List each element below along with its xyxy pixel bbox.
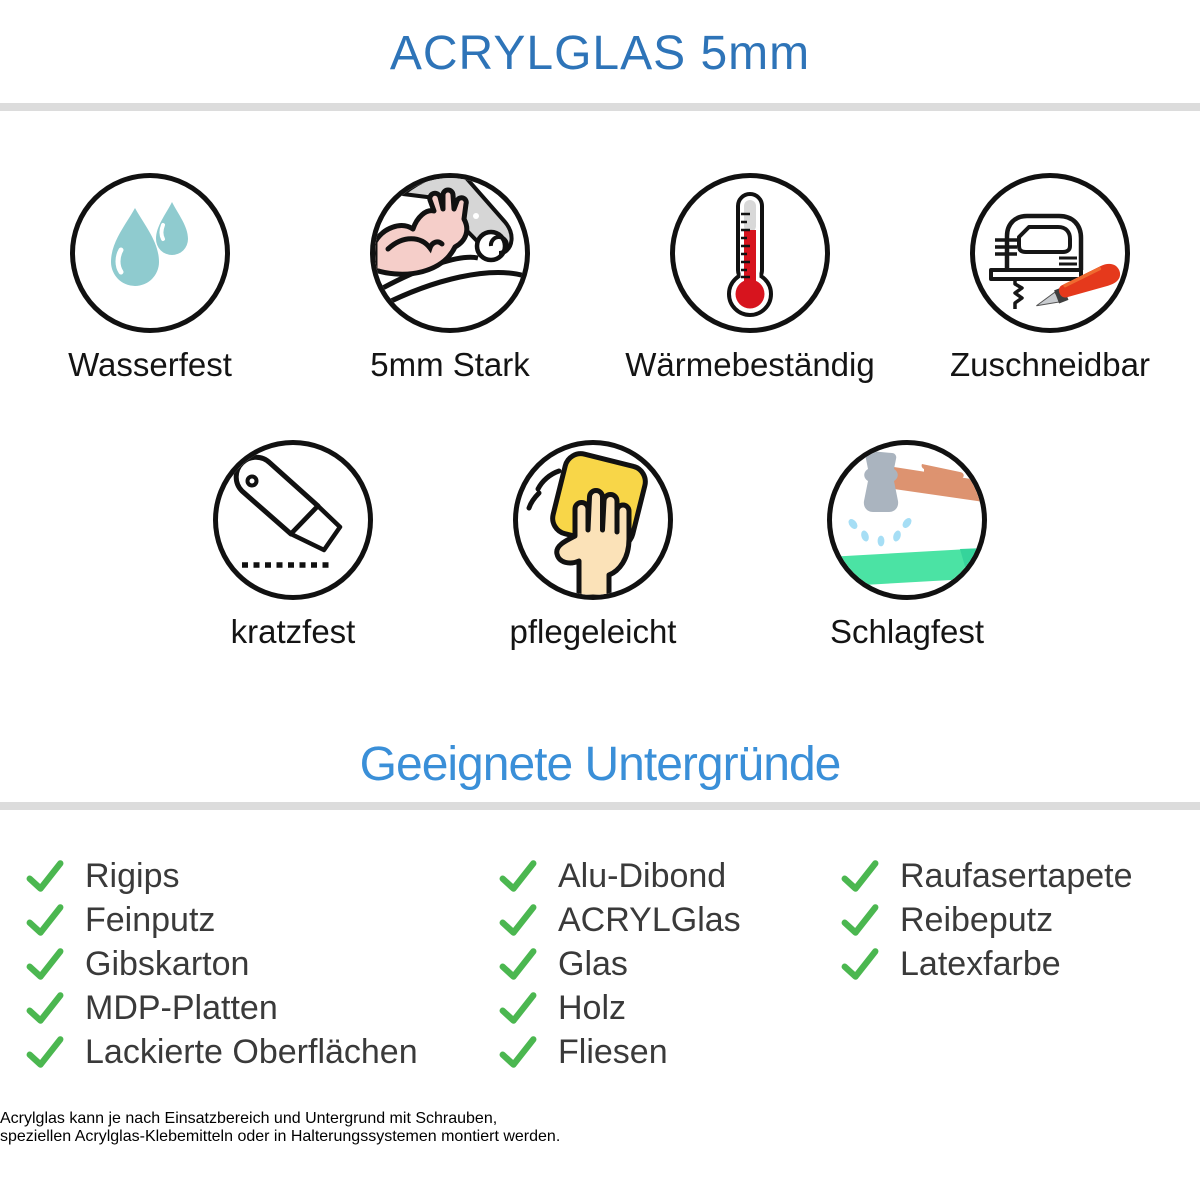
water-drops-icon (70, 173, 230, 333)
mounting-note-line2: speziellen Acrylglas-Klebemitteln oder i… (0, 1128, 561, 1145)
substrate-label: Holz (558, 988, 627, 1027)
feature-kratzfest: kratzfest (143, 440, 443, 651)
list-item: ACRYLGlas (498, 898, 840, 942)
check-icon (26, 904, 64, 936)
check-icon (26, 860, 64, 892)
feature-label: Wärmebeständig (625, 346, 875, 383)
check-icon (26, 1036, 64, 1068)
substrate-label: Reibeputz (900, 900, 1054, 939)
list-item: Feinputz (25, 898, 498, 942)
cutter-knife-icon (213, 440, 373, 600)
feature-label: kratzfest (230, 613, 356, 650)
list-item: Rigips (25, 854, 498, 898)
list-item: Holz (498, 986, 840, 1030)
substrates-column-3: Raufasertapete Reibeputz Latexfarbe (840, 854, 1190, 1074)
check-icon (26, 948, 64, 980)
substrates-column-1: Rigips Feinputz Gibskarton MDP-Platten L… (25, 854, 498, 1074)
feature-label: Schlagfest (829, 613, 985, 650)
section-title-untergruende: Geeignete Untergründe (359, 738, 842, 791)
substrate-label: Gibskarton (85, 944, 250, 983)
feature-waermebestaendig: Wärmebeständig (600, 173, 900, 384)
feature-label: Wasserfest (68, 346, 232, 383)
check-icon (841, 904, 879, 936)
list-item: Glas (498, 942, 840, 986)
divider-top (0, 103, 1200, 111)
feature-wasserfest: Wasserfest (0, 173, 300, 384)
mounting-note-line1: Acrylglas kann je nach Einsatzbereich un… (0, 1110, 498, 1127)
list-item: Fliesen (498, 1030, 840, 1074)
list-item: Alu-Dibond (498, 854, 840, 898)
substrate-label: Feinputz (85, 900, 216, 939)
features-row-2: kratzfest pflegeleicht (0, 440, 1200, 651)
divider-middle (0, 802, 1200, 810)
feature-label: 5mm Stark (370, 346, 530, 383)
feature-label: pflegeleicht (509, 613, 677, 650)
list-item: Gibskarton (25, 942, 498, 986)
list-item: Reibeputz (840, 898, 1190, 942)
list-item: Raufasertapete (840, 854, 1190, 898)
thermometer-icon (670, 173, 830, 333)
substrate-label: MDP-Platten (85, 988, 278, 1027)
list-item: Latexfarbe (840, 942, 1190, 986)
list-item: MDP-Platten (25, 986, 498, 1030)
list-item: Lackierte Oberflächen (25, 1030, 498, 1074)
check-icon (499, 1036, 537, 1068)
feature-schlagfest: Schlagfest (757, 440, 1057, 651)
substrate-label: ACRYLGlas (558, 900, 741, 939)
substrates-list: Rigips Feinputz Gibskarton MDP-Platten L… (0, 854, 1200, 1074)
feature-pflegeleicht: pflegeleicht (443, 440, 743, 651)
substrate-label: Fliesen (558, 1032, 668, 1071)
check-icon (499, 904, 537, 936)
feature-label: Zuschneidbar (950, 346, 1150, 383)
check-icon (841, 860, 879, 892)
check-icon (499, 992, 537, 1024)
features-row-1: Wasserfest 5mm Stark (0, 173, 1200, 384)
check-icon (26, 992, 64, 1024)
jigsaw-knife-icon (970, 173, 1130, 333)
substrate-label: Glas (558, 944, 628, 983)
substrate-label: Alu-Dibond (558, 856, 727, 895)
check-icon (499, 860, 537, 892)
feature-5mm-stark: 5mm Stark (300, 173, 600, 384)
substrate-label: Lackierte Oberflächen (85, 1032, 418, 1071)
feature-zuschneidbar: Zuschneidbar (900, 173, 1200, 384)
page-title: ACRYLGLAS 5mm (389, 27, 811, 80)
substrate-label: Latexfarbe (900, 944, 1061, 983)
substrate-label: Rigips (85, 856, 180, 895)
hand-cloth-icon (513, 440, 673, 600)
substrate-label: Raufasertapete (900, 856, 1133, 895)
check-icon (499, 948, 537, 980)
hammer-impact-icon (827, 440, 987, 600)
product-infographic: ACRYLGLAS 5mm Wasserfest (0, 26, 1200, 1200)
check-icon (841, 948, 879, 980)
flexed-arm-sheet-icon (370, 173, 530, 333)
substrates-column-2: Alu-Dibond ACRYLGlas Glas Holz Fliesen (498, 854, 840, 1074)
